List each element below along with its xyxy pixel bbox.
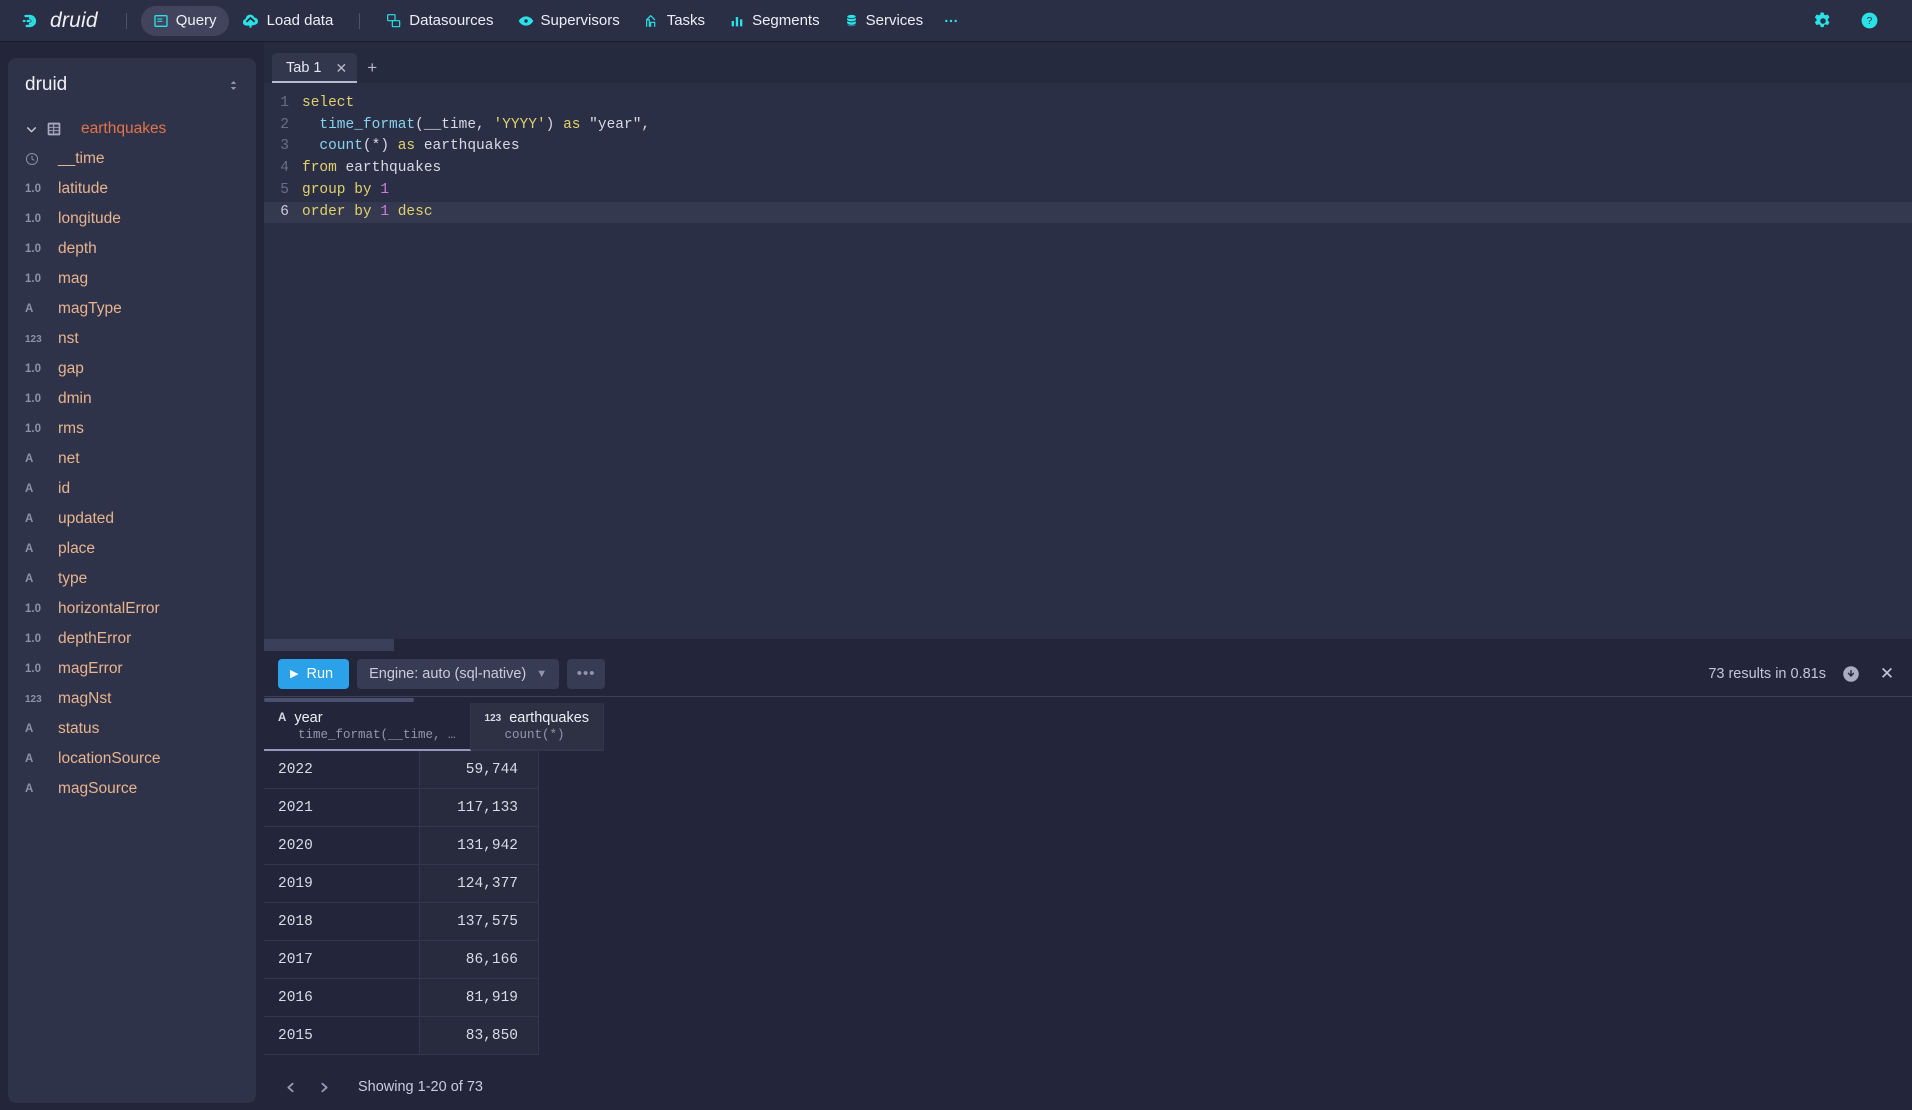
svg-text:?: ? <box>1867 16 1873 27</box>
